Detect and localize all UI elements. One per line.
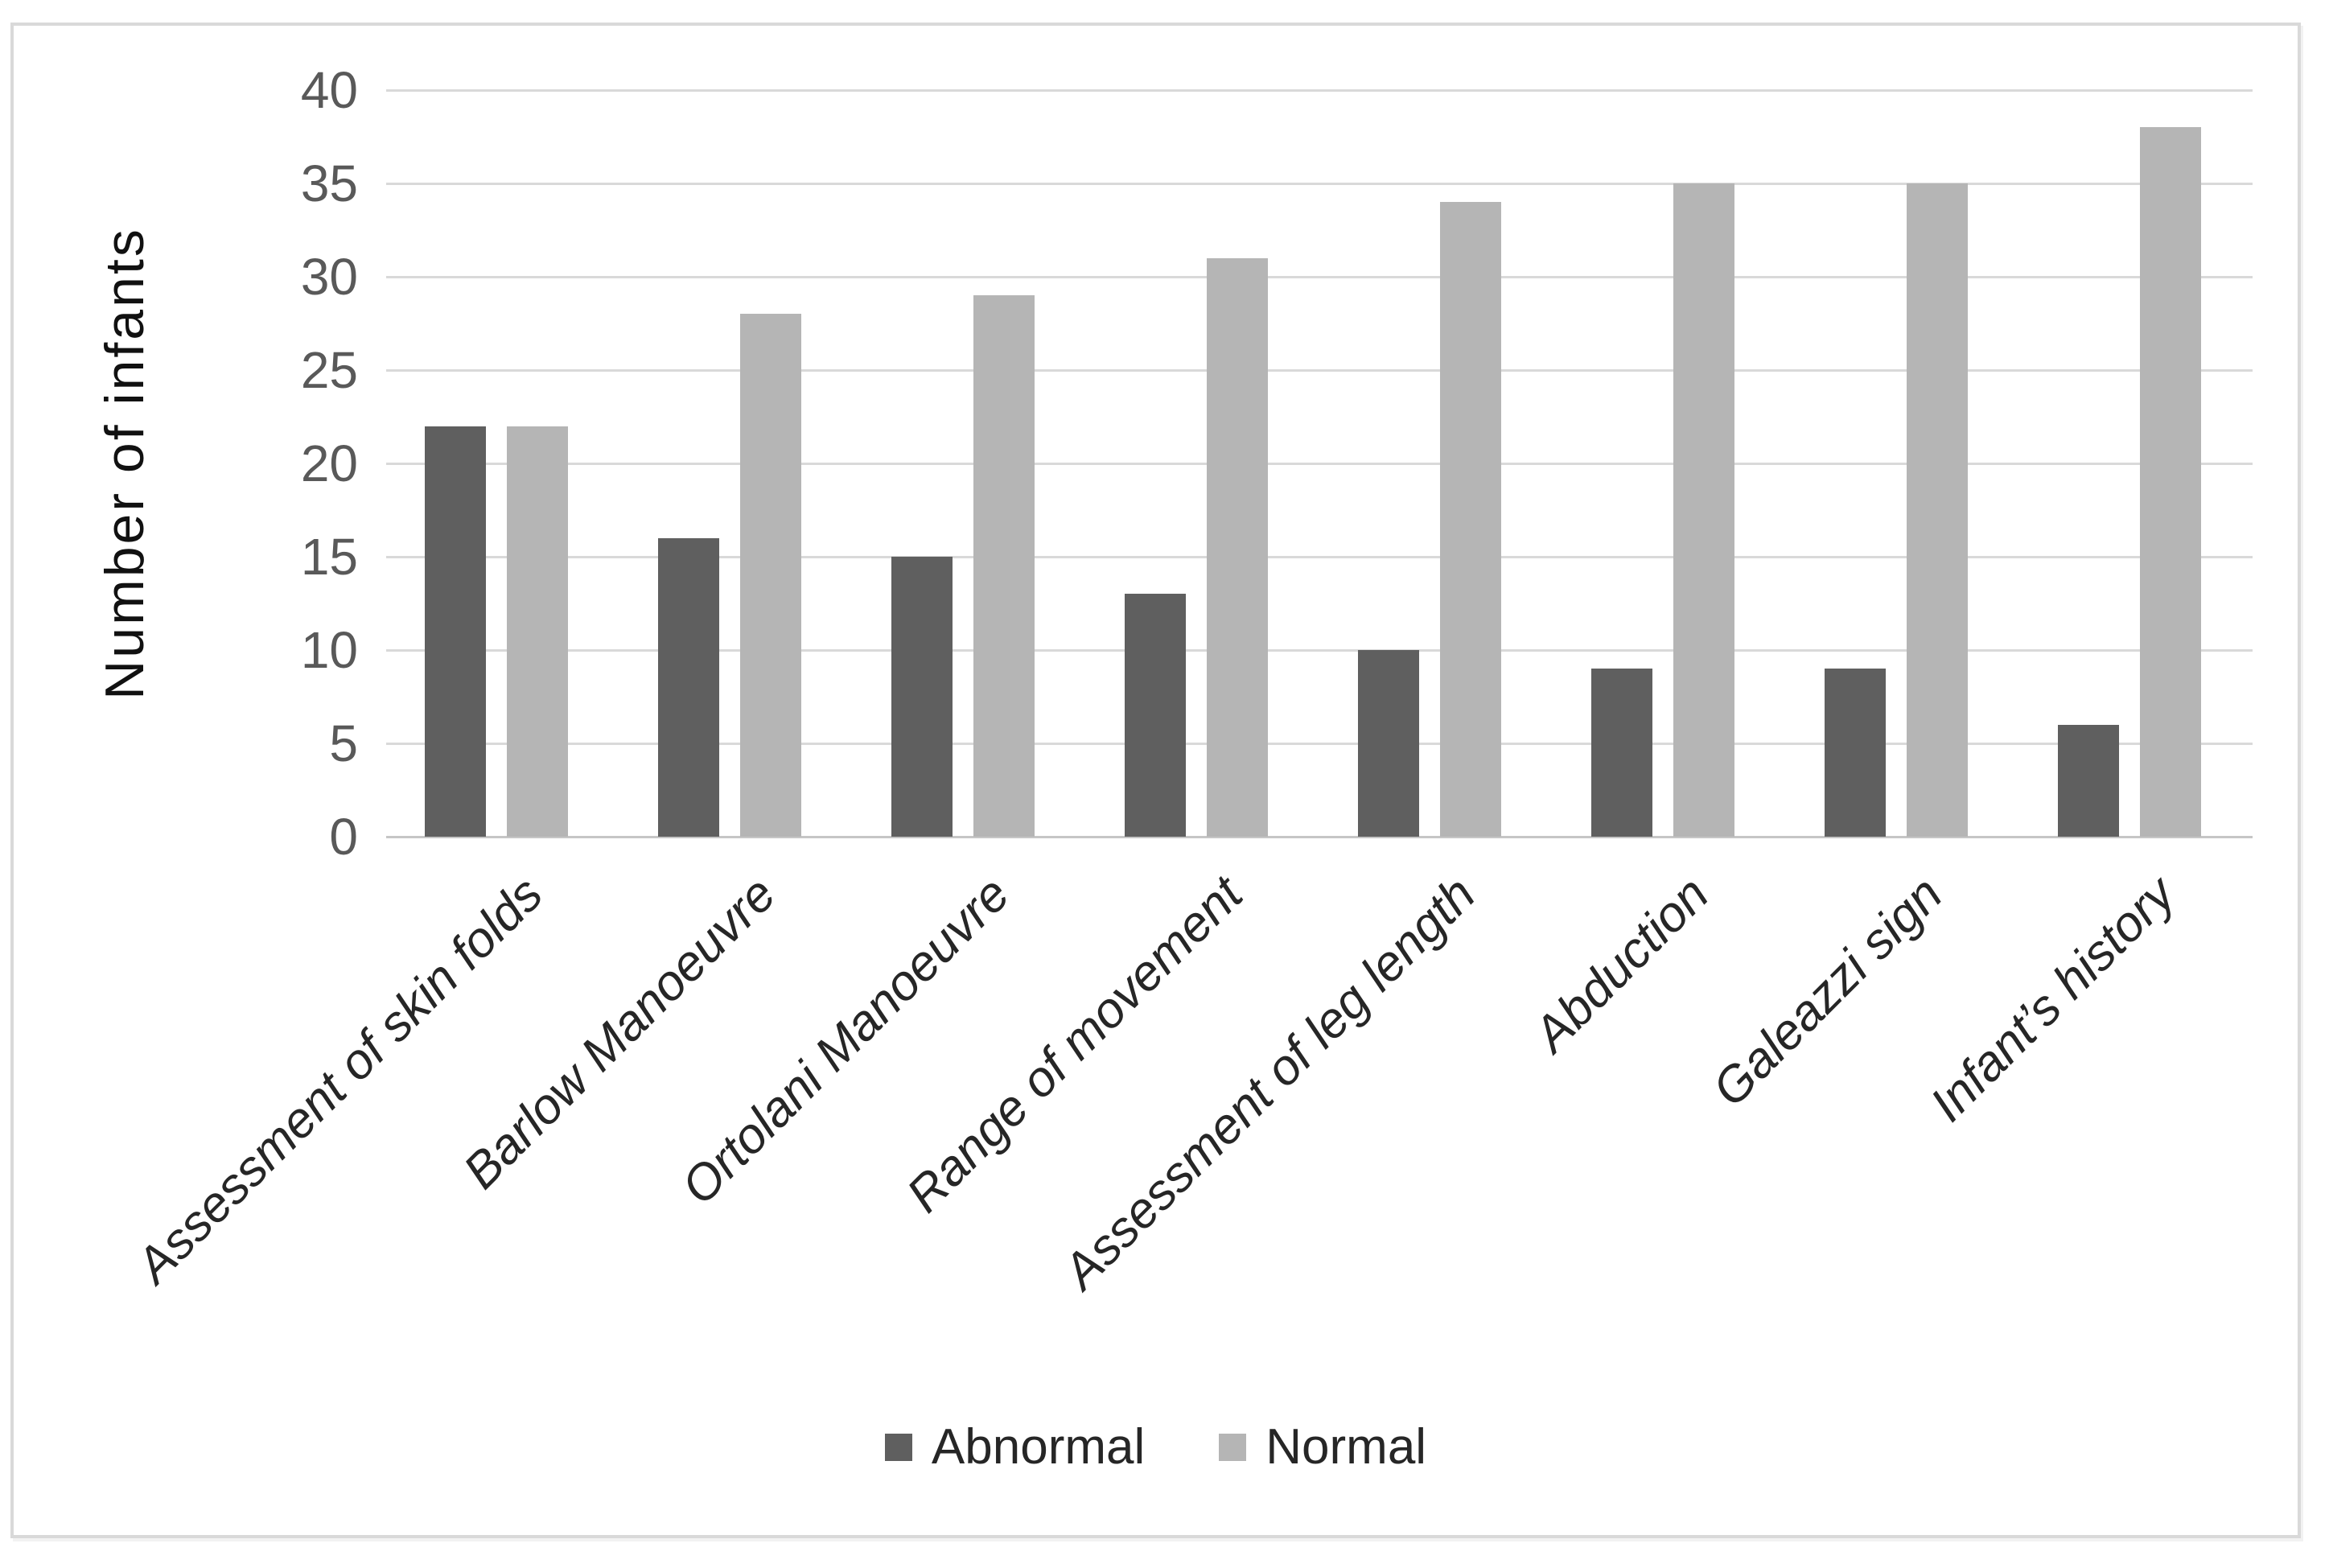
- y-tick-label-0: 0: [329, 808, 358, 866]
- legend-item-normal: Normal: [1219, 1422, 1426, 1472]
- x-axis-label-6: Galeazzi sign: [1701, 866, 1953, 1117]
- y-tick-label-15: 15: [300, 528, 358, 586]
- bar-normal-0: [507, 426, 568, 837]
- bar-abnormal-1: [658, 537, 719, 837]
- bar-normal-6: [1907, 183, 1968, 837]
- legend-swatch-abnormal: [884, 1434, 912, 1461]
- gridline-y-0: [386, 836, 2253, 838]
- legend-item-abnormal: Abnormal: [884, 1419, 1146, 1475]
- bar-abnormal-2: [891, 557, 953, 837]
- legend-label-abnormal: Abnormal: [931, 1419, 1146, 1475]
- chart-frame: 0 5 10 15 20 25 30 35 40 Assessment of skin fold…: [10, 23, 2301, 1538]
- gridline-y-25: [386, 369, 2253, 372]
- y-tick-label-40: 40: [300, 61, 358, 119]
- y-tick-label-10: 10: [300, 621, 358, 679]
- bar-normal-2: [973, 295, 1035, 837]
- legend: Abnormal Normal: [14, 1419, 2298, 1475]
- gridline-y-5: [386, 743, 2253, 745]
- gridline-y-40: [386, 89, 2253, 92]
- bar-normal-1: [740, 314, 801, 837]
- legend-swatch-normal: [1219, 1434, 1247, 1461]
- bar-normal-4: [1440, 202, 1501, 837]
- legend-label-normal: Normal: [1265, 1419, 1427, 1475]
- bar-abnormal-6: [1825, 669, 1886, 837]
- gridline-y-15: [386, 556, 2253, 558]
- y-tick-label-30: 30: [300, 248, 358, 306]
- bar-normal-5: [1673, 183, 1734, 837]
- bar-normal-3: [1207, 257, 1268, 837]
- gridline-y-10: [386, 649, 2253, 652]
- x-axis-label-5: Abduction: [1523, 866, 1720, 1063]
- x-axis-label-4: Assessment of leg length: [1052, 866, 1487, 1300]
- bar-normal-7: [2140, 127, 2201, 837]
- bar-abnormal-3: [1125, 594, 1186, 837]
- y-tick-label-25: 25: [300, 341, 358, 399]
- bar-chart-plot-area: 0 5 10 15 20 25 30 35 40 Assessment of skin fold…: [14, 26, 2298, 1535]
- gridline-y-30: [386, 276, 2253, 278]
- y-tick-label-5: 5: [329, 714, 358, 772]
- gridline-y-20: [386, 463, 2253, 465]
- y-tick-label-20: 20: [300, 434, 358, 492]
- bar-abnormal-0: [425, 426, 486, 837]
- bar-abnormal-4: [1358, 650, 1419, 837]
- bar-abnormal-7: [2058, 724, 2119, 837]
- y-tick-label-35: 35: [300, 154, 358, 212]
- x-axis-label-7: Infant’s history: [1920, 866, 2187, 1133]
- gridline-y-35: [386, 183, 2253, 185]
- y-axis-title: Number of infants: [94, 227, 155, 700]
- bar-abnormal-5: [1591, 669, 1652, 837]
- x-axis-label-0: Assessment of skin folds: [126, 866, 553, 1294]
